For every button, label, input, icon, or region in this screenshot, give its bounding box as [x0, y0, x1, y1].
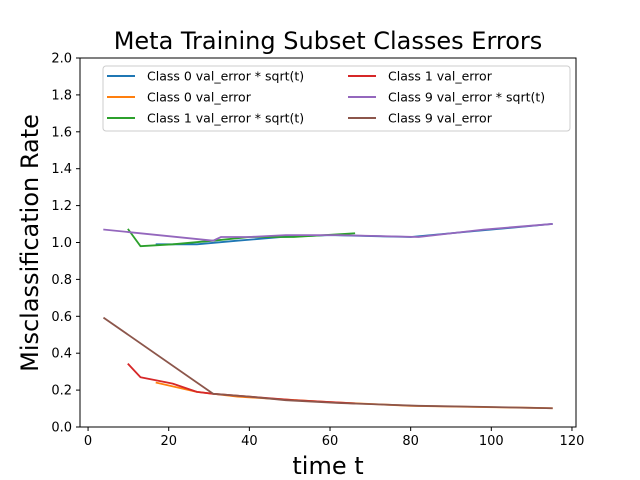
- x-tick-label: 40: [241, 434, 258, 449]
- legend-label-5: Class 9 val_error: [388, 111, 493, 126]
- x-axis-label: time t: [292, 452, 363, 480]
- x-tick-label: 100: [479, 434, 504, 449]
- plot-area: 0 20 40 60 80 100 120 0.0 0.2 0.4 0.6 0.8 1.0 1.2 1.4 1…: [51, 52, 584, 450]
- y-tick-label: 1.4: [51, 162, 72, 177]
- y-tick-label: 1.8: [51, 88, 72, 103]
- legend-label-0: Class 0 val_error * sqrt(t): [147, 69, 304, 84]
- y-tick-label: 0.2: [51, 384, 72, 399]
- y-axis-label: Misclassification Rate: [16, 114, 44, 372]
- y-tick-label: 1.0: [51, 236, 72, 251]
- legend-label-3: Class 1 val_error: [388, 69, 493, 84]
- y-tick-label: 1.2: [51, 199, 72, 214]
- legend-label-1: Class 0 val_error: [147, 90, 252, 105]
- y-tick-label: 1.6: [51, 125, 72, 140]
- x-tick-label: 0: [84, 434, 92, 449]
- legend-box: [102, 65, 571, 132]
- legend: Class 0 val_error * sqrt(t) Class 0 val_e…: [102, 65, 571, 132]
- y-tick-label: 0.8: [51, 273, 72, 288]
- y-tick-label: 0.0: [51, 421, 72, 436]
- legend-label-4: Class 9 val_error * sqrt(t): [388, 90, 545, 105]
- legend-label-2: Class 1 val_error * sqrt(t): [147, 111, 304, 126]
- series-line-4: [103, 223, 553, 242]
- x-tick-label: 80: [402, 434, 419, 449]
- y-tick-label: 0.4: [51, 347, 72, 362]
- y-tick-label: 2.0: [51, 52, 72, 67]
- y-tick-label: 0.6: [51, 310, 72, 325]
- series-line-5: [102, 316, 553, 410]
- chart-title: Meta Training Subset Classes Errors: [114, 27, 543, 55]
- x-tick-label: 20: [160, 434, 177, 449]
- x-tick-label: 60: [322, 434, 339, 449]
- x-tick-label: 120: [560, 434, 585, 449]
